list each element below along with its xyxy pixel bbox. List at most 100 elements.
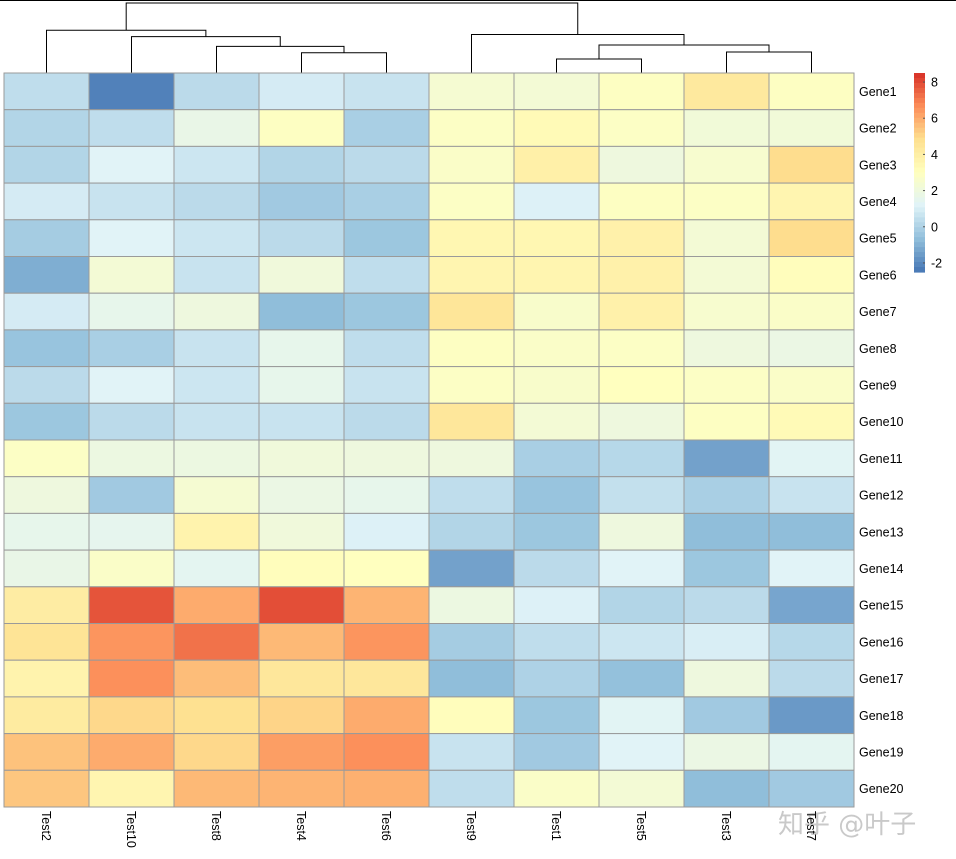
heatmap-cell — [3, 549, 90, 588]
heatmap-cell — [768, 72, 855, 111]
legend-gradient-segment — [914, 262, 925, 268]
heatmap-cell — [258, 733, 345, 771]
heatmap-cell — [173, 256, 260, 294]
heatmap-cell — [428, 476, 515, 514]
legend-gradient-segment — [914, 87, 925, 94]
heatmap-cell — [598, 586, 685, 624]
heatmap-cell — [683, 219, 770, 258]
legend-gradient-segment — [914, 237, 925, 243]
legend-gradient-segment — [914, 207, 925, 213]
heatmap-cell — [173, 586, 260, 624]
legend-gradient-segment — [914, 187, 925, 193]
heatmap-cell — [343, 623, 430, 661]
row-label: Gene9 — [859, 378, 897, 392]
heatmap-cell — [513, 439, 600, 478]
heatmap-cell — [768, 659, 855, 698]
heatmap-cell — [343, 292, 430, 331]
legend-gradient-segment — [914, 252, 925, 258]
column-label: Test9 — [464, 811, 478, 841]
heatmap-cell — [173, 145, 260, 184]
heatmap-cell — [768, 145, 855, 184]
row-label: Gene11 — [859, 452, 903, 466]
heatmap-cell — [683, 72, 770, 111]
heatmap-cell — [598, 292, 685, 331]
heatmap-cell — [258, 476, 345, 514]
legend-gradient-segment — [914, 102, 925, 109]
heatmap-cell — [3, 109, 90, 147]
heatmap-cell — [258, 145, 345, 184]
heatmap-cell — [88, 329, 175, 368]
legend-gradient-segment — [914, 92, 925, 99]
heatmap-cell — [768, 733, 855, 771]
heatmap-cell — [343, 439, 430, 478]
heatmap-cell — [683, 366, 770, 404]
heatmap-cell — [513, 329, 600, 368]
legend-gradient-segment — [914, 147, 925, 154]
heatmap-cell — [258, 329, 345, 368]
heatmap-cells — [3, 72, 855, 808]
heatmap-cell — [88, 439, 175, 478]
heatmap-cell — [428, 733, 515, 771]
row-label: Gene4 — [859, 195, 897, 209]
heatmap-cell — [428, 659, 515, 698]
heatmap-cell — [88, 696, 175, 735]
heatmap-cell — [88, 769, 175, 808]
heatmap-cell — [428, 696, 515, 735]
heatmap-cell — [683, 586, 770, 624]
heatmap-cell — [428, 145, 515, 184]
color-legend: 8 6 4 2 0 -2 — [914, 73, 942, 273]
heatmap-cell — [513, 72, 600, 111]
heatmap-cell — [428, 439, 515, 478]
heatmap-cell — [343, 769, 430, 808]
column-label: Test1 — [549, 811, 563, 841]
heatmap-cell — [683, 769, 770, 808]
column-label: Test5 — [634, 811, 648, 841]
heatmap-cell — [88, 72, 175, 111]
heatmap-cell — [513, 219, 600, 258]
heatmap-cell — [3, 366, 90, 404]
row-label: Gene12 — [859, 489, 904, 503]
heatmap-cell — [683, 109, 770, 147]
heatmap-cell — [3, 145, 90, 184]
dendrogram-branch — [471, 34, 685, 73]
legend-gradient-segment — [914, 122, 925, 129]
dendrogram-branch — [556, 58, 642, 73]
heatmap-cell — [513, 182, 600, 221]
heatmap-cell — [598, 182, 685, 221]
heatmap-cell — [173, 366, 260, 404]
heatmap-cell — [173, 72, 260, 111]
heatmap-cell — [258, 512, 345, 551]
legend-gradient-segment — [914, 232, 925, 238]
legend-gradient-segment — [914, 177, 925, 184]
legend-gradient-segment — [914, 217, 925, 223]
heatmap-cell — [428, 402, 515, 441]
column-label: Test2 — [39, 811, 53, 841]
heatmap-cell — [258, 623, 345, 661]
column-label: Test7 — [804, 811, 818, 841]
heatmap-cell — [428, 329, 515, 368]
legend-gradient-segment — [914, 142, 925, 149]
heatmap-cell — [343, 733, 430, 771]
legend-gradient-segment — [914, 77, 925, 84]
heatmap-cell — [428, 182, 515, 221]
heatmap-cell — [683, 696, 770, 735]
row-label: Gene13 — [859, 525, 904, 539]
top-border-line — [0, 0, 956, 1]
heatmap-cell — [513, 109, 600, 147]
heatmap-cell — [258, 256, 345, 294]
heatmap-cell — [428, 586, 515, 624]
heatmap-cell — [343, 182, 430, 221]
heatmap-cell — [513, 256, 600, 294]
heatmap-cell — [683, 256, 770, 294]
heatmap-cell — [88, 476, 175, 514]
legend-gradient-segment — [914, 267, 925, 273]
heatmap-cell — [598, 733, 685, 771]
heatmap-cell — [258, 402, 345, 441]
heatmap-cell — [428, 72, 515, 111]
heatmap-cell — [513, 586, 600, 624]
heatmap-cell — [343, 586, 430, 624]
column-label: Test6 — [379, 811, 393, 841]
heatmap-cell — [88, 623, 175, 661]
legend-gradient-segment — [914, 137, 925, 144]
heatmap-cell — [428, 366, 515, 404]
